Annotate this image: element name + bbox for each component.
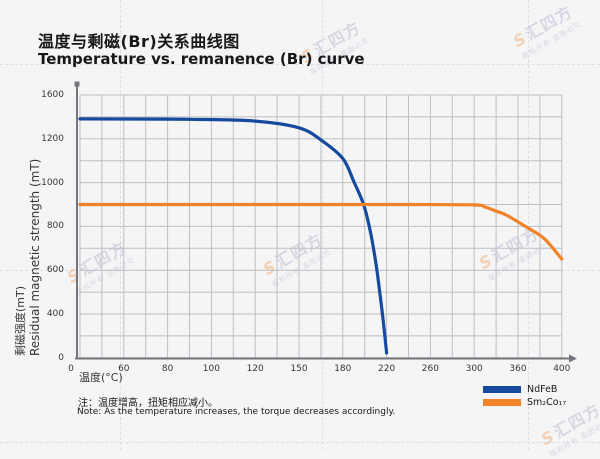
y-axis-title-en: Residual magnetic strength (mT) [28, 158, 42, 356]
x-tick-label: 120 [246, 363, 264, 374]
x-tick-label: 100 [202, 363, 220, 374]
note-zh: 注：温度增高，扭矩相应减小。 [78, 398, 218, 409]
x-tick-label: 220 [378, 363, 396, 374]
x-tick-label: 300 [465, 363, 483, 374]
curve-smco [78, 202, 564, 261]
y-tick-label: 1600 [41, 90, 64, 100]
y-tick-label: 1200 [41, 133, 64, 144]
x-tick-label: 150 [290, 363, 308, 374]
legend-label-smco: Sm₂Co₁₇ [527, 397, 567, 408]
x-axis-arrow-icon [569, 354, 577, 363]
legend-label-ndfeb: NdFeB [527, 384, 558, 395]
y-tick-label: 1000 [41, 177, 64, 188]
y-tick-label: 600 [46, 265, 64, 276]
y-tick-label: 400 [46, 309, 64, 319]
x-tick-label: 180 [334, 363, 352, 374]
y-tick-label: 0 [58, 352, 64, 363]
note-en: Note: As the temperature increases, the … [77, 407, 396, 417]
legend-item-ndfeb: NdFeB [483, 383, 566, 396]
x-tick-label: 260 [421, 363, 439, 374]
page-title-zh: 温度与剩磁(Br)关系曲线图 [38, 32, 240, 51]
y-axis-title: 剩磁强度(mT) Residual magnetic strength (mT) [14, 100, 42, 356]
x-axis-title: 温度(°C) [79, 371, 123, 384]
x-tick-label: 0 [68, 363, 74, 374]
x-tick-label: 400 [553, 363, 571, 374]
x-tick-label: 60 [118, 363, 130, 374]
y-axis-cap [74, 81, 80, 87]
x-tick-label: 360 [509, 363, 527, 374]
legend: NdFeB Sm₂Co₁₇ [483, 383, 566, 409]
curve-ndfeb [78, 117, 389, 355]
y-tick-label: 800 [46, 221, 64, 232]
y-axis-title-zh: 剩磁强度(mT) [14, 285, 27, 356]
x-tick-label: 80 [161, 363, 174, 374]
legend-swatch-smco [483, 399, 521, 406]
legend-item-smco: Sm₂Co₁₇ [483, 396, 566, 409]
page-title-en: Temperature vs. remanence (Br) curve [38, 50, 365, 68]
legend-swatch-ndfeb [483, 386, 521, 393]
